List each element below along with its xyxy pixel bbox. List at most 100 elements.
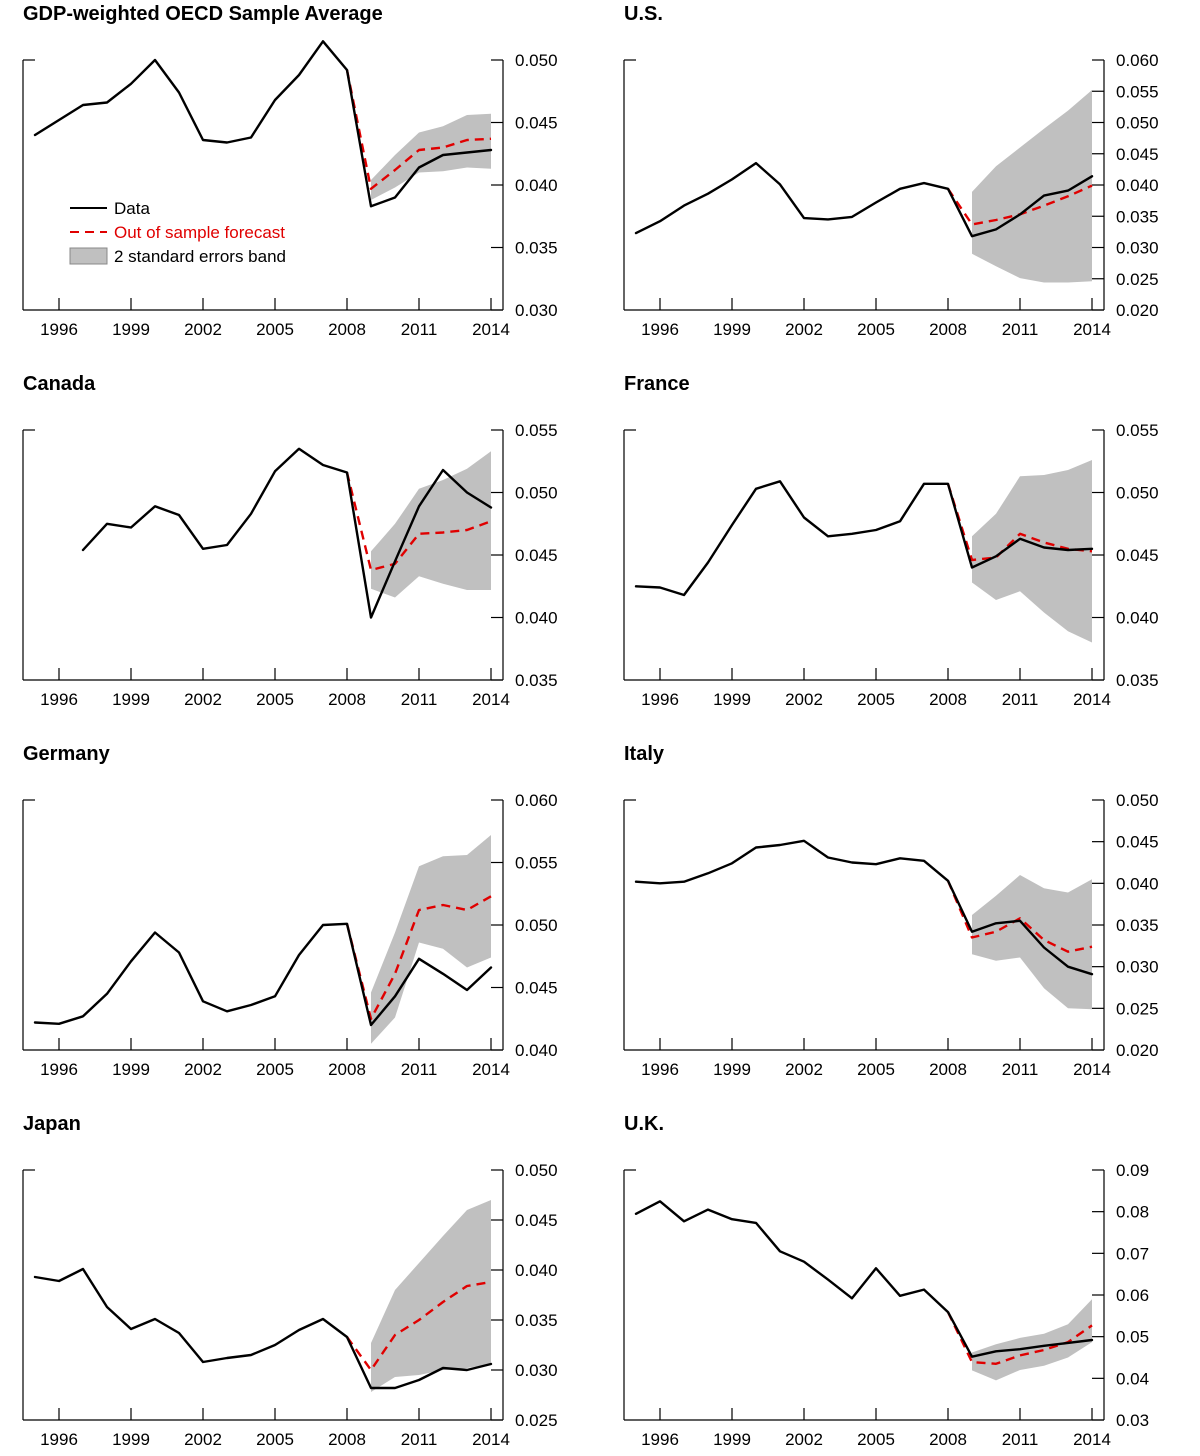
forecast-series-line (345, 69, 492, 191)
y-tick-label: 0.035 (1116, 916, 1159, 935)
x-tick-label: 2011 (401, 1060, 438, 1079)
y-tick-label: 0.040 (1116, 609, 1159, 628)
y-tick-label: 0.055 (515, 421, 558, 440)
x-tick-label: 2005 (857, 690, 895, 709)
chart-panel-1: GDP-weighted OECD Sample Average 0.030 0.0… (22, 3, 558, 339)
y-tick-label: 0.035 (515, 239, 558, 258)
y-tick-label: 0.035 (1116, 207, 1159, 226)
x-tick-label: 1999 (713, 1060, 751, 1079)
y-tick-label: 0.055 (1116, 421, 1159, 440)
confidence-band (371, 1200, 491, 1392)
x-tick-label: 2011 (401, 690, 438, 709)
chart-panel-7: Japan 0.025 0.030 0.035 0.040 0.045 0.050 1996 1… (22, 1113, 558, 1449)
y-tick-label: 0.040 (515, 609, 558, 628)
confidence-band (371, 835, 491, 1044)
x-tick-label: 2011 (401, 320, 438, 339)
chart-panel-8: U.K. 0.03 0.04 0.05 0.06 0.07 0.08 0.09 1996 1999… (623, 1113, 1149, 1449)
panel-title: U.S. (624, 3, 663, 25)
y-tick-label: 0.050 (1116, 114, 1159, 133)
y-tick-label: 0.040 (515, 1261, 558, 1280)
chart-panel-5: Germany 0.040 0.045 0.050 0.055 0.060 1996 1999… (22, 743, 558, 1079)
x-tick-label: 2011 (1002, 1060, 1039, 1079)
y-tick-label: 0.030 (1116, 958, 1159, 977)
y-tick-label: 0.050 (1116, 484, 1159, 503)
x-tick-label: 2005 (857, 1060, 895, 1079)
x-tick-label: 2014 (1073, 320, 1111, 339)
y-tick-label: 0.030 (515, 301, 558, 320)
y-tick-label: 0.06 (1116, 1286, 1149, 1305)
x-tick-label: 2008 (929, 320, 967, 339)
x-tick-label: 1999 (713, 320, 751, 339)
data-series-line (81, 447, 493, 619)
y-tick-label: 0.07 (1116, 1244, 1149, 1263)
x-tick-label: 2014 (1073, 690, 1111, 709)
data-series-line (33, 40, 493, 208)
chart-panel-4: France 0.035 0.040 0.045 0.050 0.055 1996 1999 2… (623, 373, 1159, 709)
x-tick-label: 2002 (785, 690, 823, 709)
x-tick-label: 2005 (857, 320, 895, 339)
x-tick-label: 2002 (184, 320, 222, 339)
y-tick-label: 0.060 (1116, 51, 1159, 70)
x-tick-label: 1996 (40, 1430, 78, 1449)
x-tick-label: 2014 (472, 1430, 510, 1449)
y-tick-label: 0.045 (515, 546, 558, 565)
data-series-line (33, 1267, 493, 1390)
y-tick-label: 0.050 (1116, 791, 1159, 810)
y-tick-label: 0.025 (515, 1411, 558, 1430)
y-tick-label: 0.025 (1116, 999, 1159, 1018)
y-tick-label: 0.08 (1116, 1203, 1149, 1222)
data-series-line (634, 839, 1094, 976)
x-tick-label: 2002 (785, 1430, 823, 1449)
y-tick-label: 0.050 (515, 51, 558, 70)
panel-title: GDP-weighted OECD Sample Average (23, 3, 383, 25)
panel-title: U.K. (624, 1113, 664, 1135)
y-tick-label: 0.045 (515, 1211, 558, 1230)
data-series-line (634, 161, 1094, 238)
x-tick-label: 2005 (256, 1430, 294, 1449)
x-tick-label: 2008 (929, 690, 967, 709)
y-tick-label: 0.040 (1116, 874, 1159, 893)
forecast-series-line (346, 1280, 492, 1372)
x-tick-label: 2005 (256, 320, 294, 339)
y-tick-label: 0.035 (515, 671, 558, 690)
x-tick-label: 2002 (785, 320, 823, 339)
x-tick-label: 2011 (1002, 320, 1039, 339)
y-tick-label: 0.050 (515, 484, 558, 503)
x-tick-label: 1996 (40, 320, 78, 339)
y-tick-label: 0.020 (1116, 1041, 1159, 1060)
panel-title: Germany (23, 743, 111, 765)
x-tick-label: 2005 (857, 1430, 895, 1449)
x-tick-label: 2008 (328, 690, 366, 709)
x-tick-label: 2005 (256, 1060, 294, 1079)
y-tick-label: 0.035 (515, 1311, 558, 1330)
y-tick-label: 0.050 (515, 1161, 558, 1180)
y-tick-label: 0.025 (1116, 270, 1159, 289)
x-tick-label: 2014 (1073, 1060, 1111, 1079)
forecast-series-line (345, 895, 492, 1020)
y-tick-label: 0.055 (515, 854, 558, 873)
y-tick-label: 0.030 (515, 1361, 558, 1380)
x-tick-label: 1996 (40, 690, 78, 709)
x-tick-label: 2008 (929, 1430, 967, 1449)
x-tick-label: 1999 (112, 320, 150, 339)
y-tick-label: 0.060 (515, 791, 558, 810)
y-tick-label: 0.035 (1116, 671, 1159, 690)
x-tick-label: 2011 (401, 1430, 438, 1449)
legend: Data Out of sample forecast 2 standard err… (69, 199, 286, 266)
x-tick-label: 2014 (472, 1060, 510, 1079)
y-tick-label: 0.040 (1116, 176, 1159, 195)
y-tick-label: 0.045 (1116, 145, 1159, 164)
x-tick-label: 2008 (328, 1430, 366, 1449)
chart-panel-3: Canada 0.035 0.040 0.045 0.050 0.055 1996 1999 2… (22, 373, 558, 709)
y-tick-label: 0.09 (1116, 1161, 1149, 1180)
y-tick-label: 0.03 (1116, 1411, 1149, 1430)
forecast-series-line (946, 880, 1093, 953)
y-tick-label: 0.030 (1116, 239, 1159, 258)
x-tick-label: 1999 (713, 1430, 751, 1449)
x-tick-label: 1996 (641, 320, 679, 339)
y-tick-label: 0.045 (1116, 833, 1159, 852)
legend-forecast-label: Out of sample forecast (114, 223, 285, 242)
y-tick-label: 0.050 (515, 916, 558, 935)
x-tick-label: 2014 (472, 690, 510, 709)
